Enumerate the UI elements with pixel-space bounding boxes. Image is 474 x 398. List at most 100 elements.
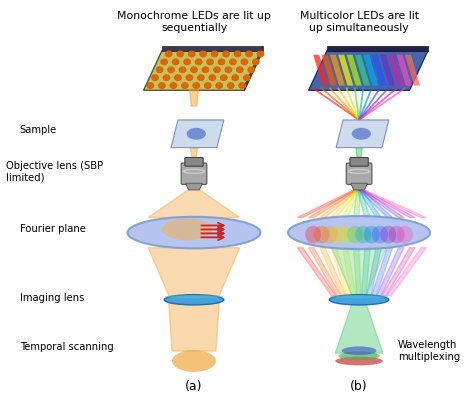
Circle shape bbox=[205, 83, 211, 88]
Circle shape bbox=[165, 51, 172, 57]
Polygon shape bbox=[388, 55, 403, 86]
Text: Sample: Sample bbox=[20, 125, 57, 135]
Circle shape bbox=[195, 59, 202, 64]
Circle shape bbox=[207, 59, 213, 64]
Ellipse shape bbox=[338, 351, 380, 360]
Circle shape bbox=[152, 75, 158, 80]
Text: (a): (a) bbox=[185, 380, 203, 393]
Polygon shape bbox=[362, 248, 370, 296]
Circle shape bbox=[248, 67, 255, 72]
Polygon shape bbox=[191, 148, 198, 159]
Circle shape bbox=[246, 51, 252, 57]
Polygon shape bbox=[351, 183, 367, 190]
Circle shape bbox=[186, 75, 192, 80]
Circle shape bbox=[216, 83, 222, 88]
Circle shape bbox=[179, 67, 186, 72]
Text: Monochrome LEDs are lit up
sequentially: Monochrome LEDs are lit up sequentially bbox=[117, 11, 271, 33]
Text: Imaging lens: Imaging lens bbox=[20, 293, 84, 303]
Polygon shape bbox=[342, 190, 360, 218]
Polygon shape bbox=[356, 148, 362, 159]
Ellipse shape bbox=[397, 226, 413, 244]
Ellipse shape bbox=[372, 226, 388, 244]
Circle shape bbox=[230, 59, 236, 64]
Ellipse shape bbox=[313, 226, 329, 244]
Ellipse shape bbox=[164, 295, 224, 305]
Circle shape bbox=[211, 51, 218, 57]
Circle shape bbox=[228, 83, 234, 88]
Text: Wavelength
multiplexing: Wavelength multiplexing bbox=[398, 340, 460, 362]
Circle shape bbox=[193, 83, 200, 88]
FancyBboxPatch shape bbox=[346, 163, 372, 184]
Ellipse shape bbox=[165, 295, 223, 298]
FancyBboxPatch shape bbox=[181, 163, 207, 184]
Ellipse shape bbox=[329, 295, 389, 305]
Circle shape bbox=[159, 83, 165, 88]
Circle shape bbox=[161, 59, 167, 64]
Polygon shape bbox=[366, 248, 382, 296]
Polygon shape bbox=[376, 248, 404, 296]
Polygon shape bbox=[148, 248, 240, 296]
Polygon shape bbox=[354, 190, 361, 218]
Ellipse shape bbox=[172, 350, 216, 372]
Circle shape bbox=[177, 51, 183, 57]
Polygon shape bbox=[338, 55, 353, 86]
Ellipse shape bbox=[330, 226, 346, 244]
Polygon shape bbox=[358, 190, 382, 218]
Polygon shape bbox=[144, 51, 263, 90]
Polygon shape bbox=[162, 46, 263, 51]
Circle shape bbox=[214, 67, 220, 72]
Polygon shape bbox=[297, 248, 336, 296]
Circle shape bbox=[232, 75, 238, 80]
Polygon shape bbox=[148, 190, 240, 218]
Polygon shape bbox=[372, 55, 387, 86]
Text: Multicolor LEDs are lit
up simultaneously: Multicolor LEDs are lit up simultaneousl… bbox=[300, 11, 419, 33]
Circle shape bbox=[184, 59, 191, 64]
Polygon shape bbox=[321, 55, 337, 86]
Circle shape bbox=[163, 75, 170, 80]
Circle shape bbox=[220, 75, 227, 80]
Polygon shape bbox=[372, 248, 393, 296]
Polygon shape bbox=[360, 190, 415, 218]
Polygon shape bbox=[382, 248, 415, 296]
Polygon shape bbox=[327, 46, 428, 51]
Ellipse shape bbox=[355, 226, 371, 244]
Circle shape bbox=[202, 67, 209, 72]
Circle shape bbox=[223, 51, 229, 57]
Circle shape bbox=[168, 67, 174, 72]
Circle shape bbox=[189, 51, 195, 57]
Circle shape bbox=[237, 67, 243, 72]
Circle shape bbox=[182, 83, 188, 88]
Polygon shape bbox=[331, 190, 359, 218]
Circle shape bbox=[257, 51, 264, 57]
Text: Fourier plane: Fourier plane bbox=[20, 224, 86, 234]
Ellipse shape bbox=[322, 226, 338, 244]
Text: Temporal scanning: Temporal scanning bbox=[20, 342, 113, 352]
Circle shape bbox=[173, 59, 179, 64]
Circle shape bbox=[170, 83, 176, 88]
Ellipse shape bbox=[347, 226, 363, 244]
Polygon shape bbox=[309, 51, 428, 90]
Polygon shape bbox=[313, 55, 328, 86]
Circle shape bbox=[244, 75, 250, 80]
Polygon shape bbox=[190, 88, 199, 106]
Polygon shape bbox=[361, 190, 427, 218]
Circle shape bbox=[147, 83, 154, 88]
Ellipse shape bbox=[338, 226, 355, 244]
Polygon shape bbox=[354, 248, 361, 296]
Circle shape bbox=[241, 59, 247, 64]
Circle shape bbox=[225, 67, 232, 72]
Circle shape bbox=[156, 67, 163, 72]
Ellipse shape bbox=[364, 226, 380, 244]
Polygon shape bbox=[319, 248, 346, 296]
Polygon shape bbox=[357, 190, 370, 218]
Circle shape bbox=[209, 75, 216, 80]
Polygon shape bbox=[309, 248, 341, 296]
Text: Objective lens (SBP
limited): Objective lens (SBP limited) bbox=[6, 160, 103, 182]
Polygon shape bbox=[380, 55, 395, 86]
Circle shape bbox=[200, 51, 206, 57]
Polygon shape bbox=[309, 190, 358, 218]
Polygon shape bbox=[336, 120, 389, 148]
Polygon shape bbox=[335, 303, 383, 353]
Polygon shape bbox=[319, 190, 358, 218]
FancyBboxPatch shape bbox=[185, 158, 203, 166]
